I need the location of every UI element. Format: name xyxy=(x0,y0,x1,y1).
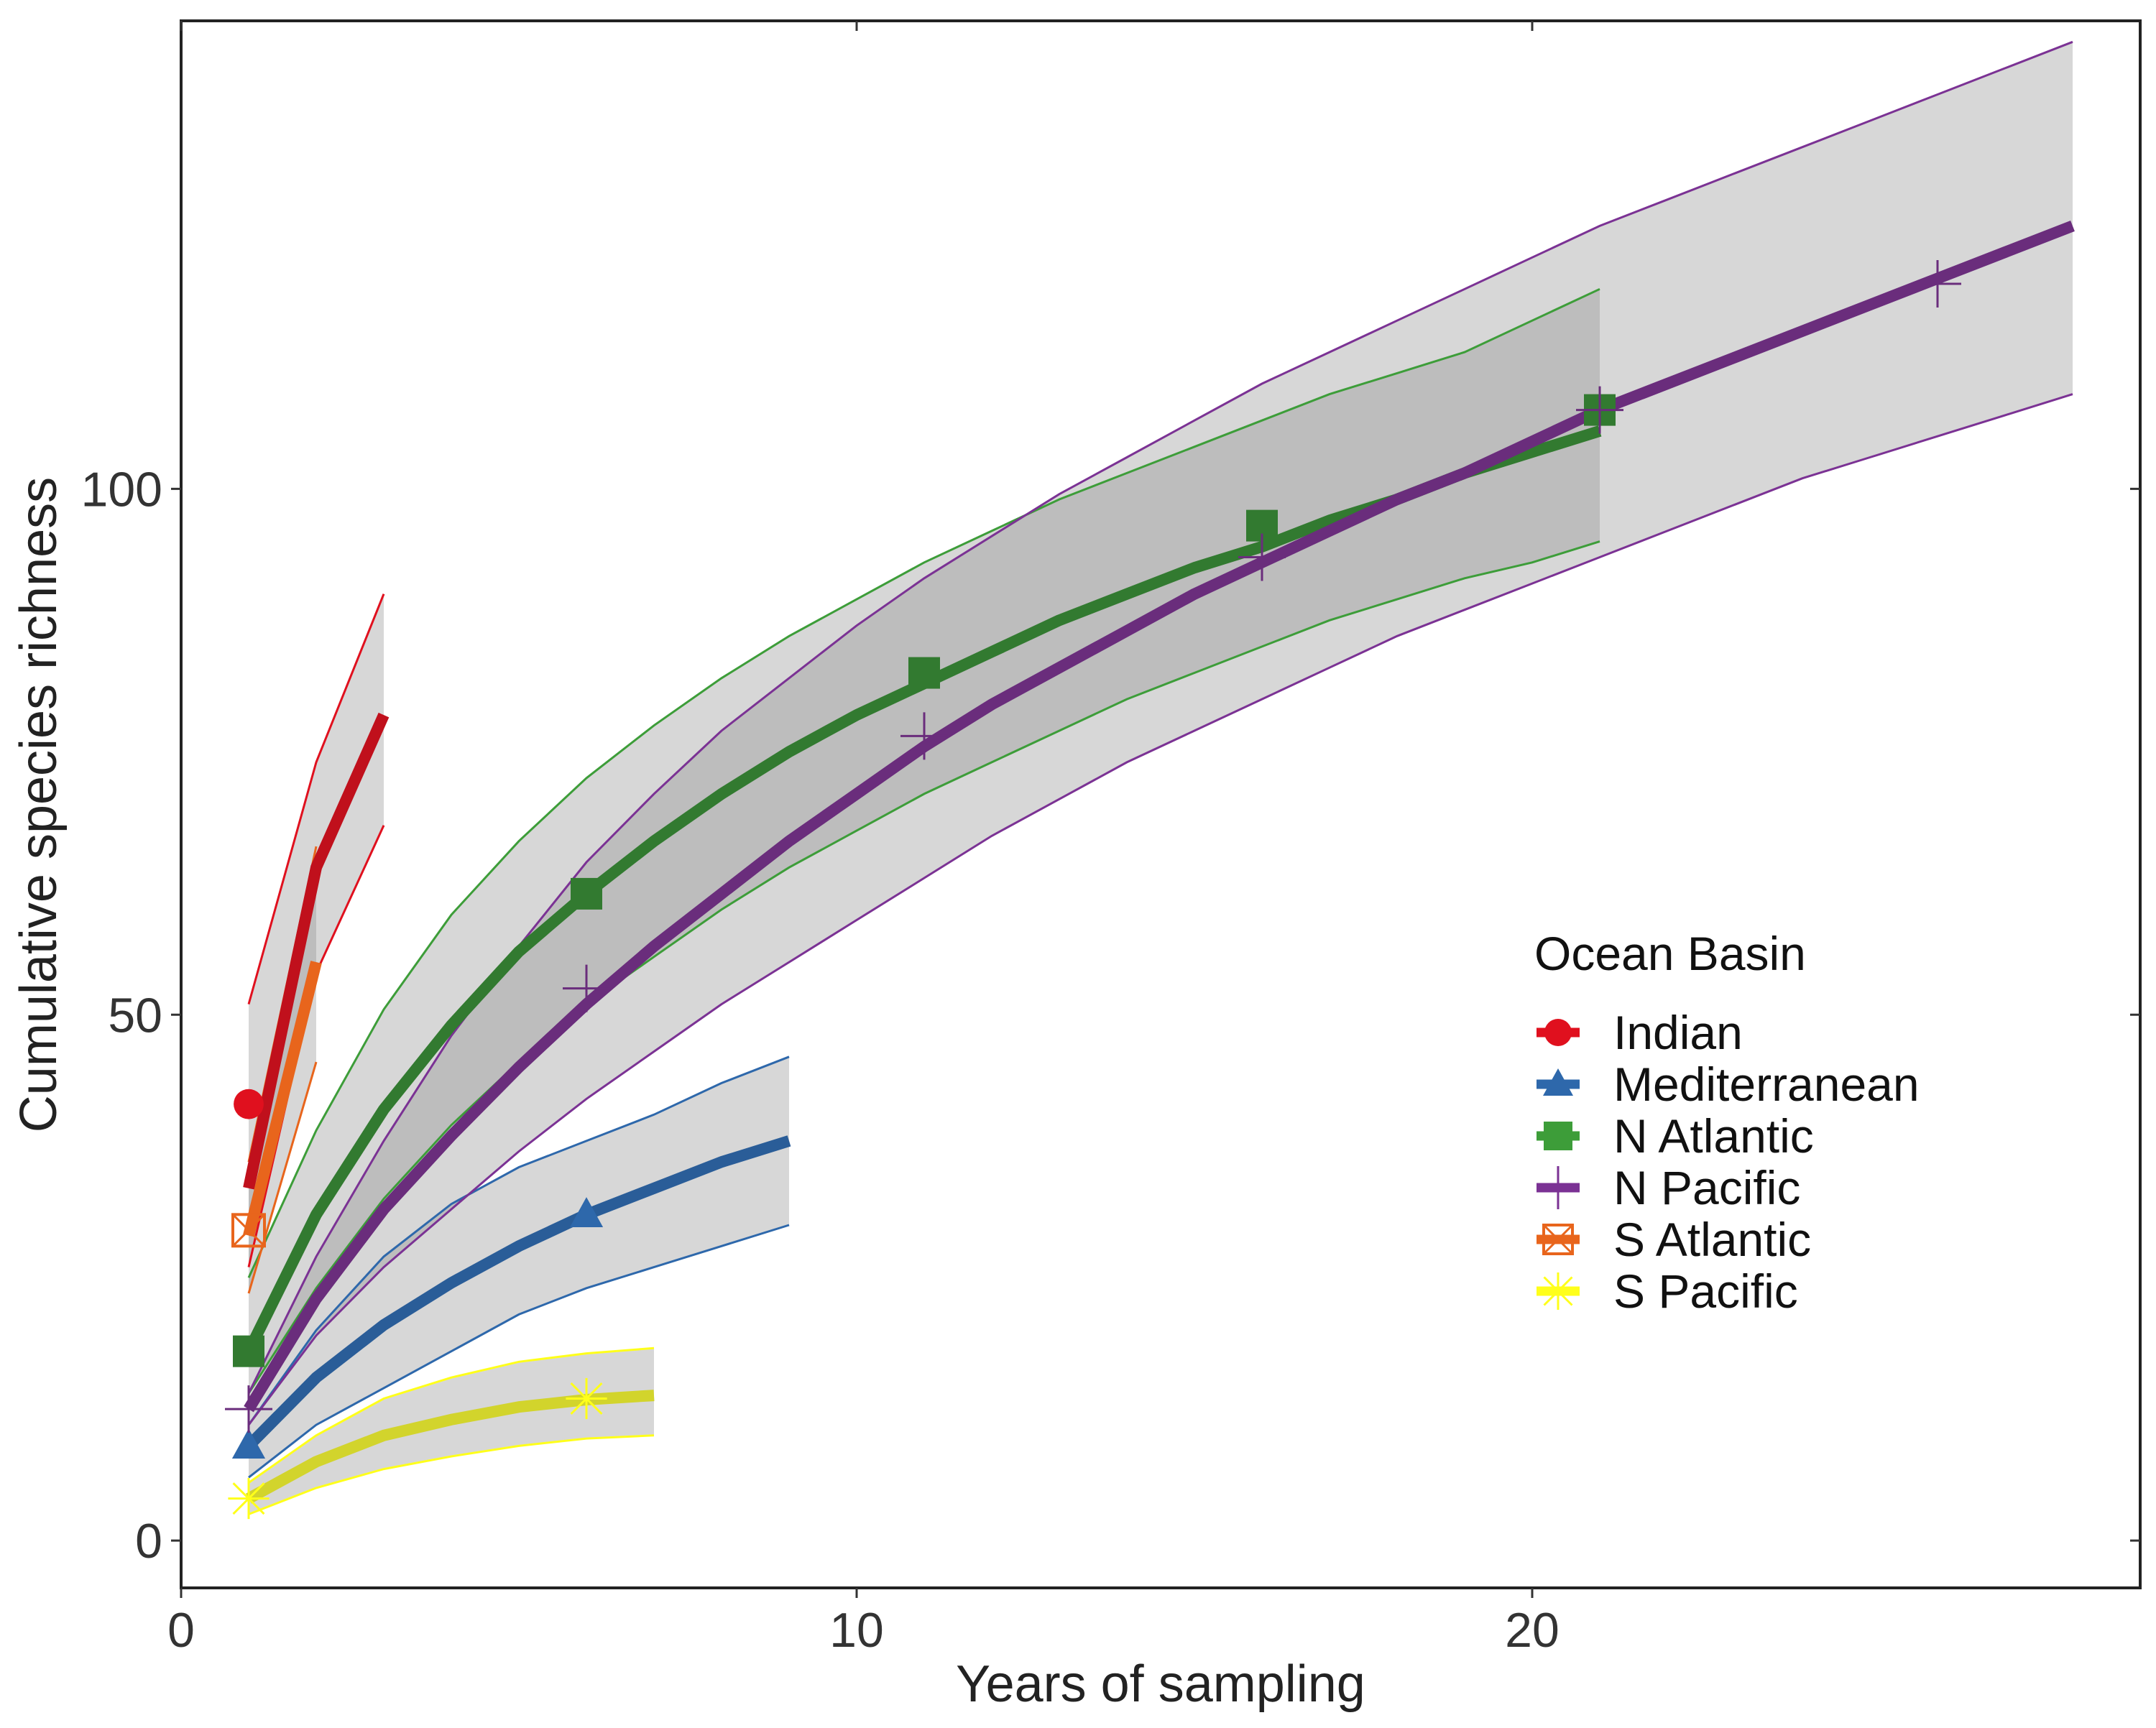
point-indian-0 xyxy=(234,1089,264,1119)
curve-s-atlantic xyxy=(243,961,322,1237)
y-tick-label-50: 50 xyxy=(108,988,162,1043)
curve-mediterranean xyxy=(244,1135,791,1451)
legend-key-marker-s-pacific-ray-3 xyxy=(1543,1276,1573,1306)
ribbon-mediterranean xyxy=(249,1056,789,1478)
observed-points xyxy=(225,259,1961,1520)
point-mediterranean-1 xyxy=(569,1197,604,1227)
legend-key-marker-n-pacific xyxy=(1537,1166,1580,1209)
legend-title: Ocean Basin xyxy=(1534,927,1806,980)
legend-item-mediterranean: Mediterranean xyxy=(1537,1058,1920,1111)
legend-label-indian: Indian xyxy=(1613,1006,1743,1059)
x-tick-label-0: 0 xyxy=(167,1603,195,1658)
ribbon-n-pacific xyxy=(249,42,2073,1426)
legend-label-s-atlantic: S Atlantic xyxy=(1613,1213,1811,1266)
lower-bound-n-pacific xyxy=(247,393,2073,1426)
legend-key-marker-n-atlantic-shape xyxy=(1544,1122,1572,1150)
confidence-bound-lines xyxy=(247,40,2073,1515)
legend-item-indian: Indian xyxy=(1537,1006,1743,1059)
point-s-pacific-0 xyxy=(228,1477,270,1520)
point-n-atlantic-1-shape xyxy=(571,877,602,910)
lower-bound-mediterranean xyxy=(248,1224,790,1479)
point-s-atlantic-0 xyxy=(231,1213,266,1248)
point-s-pacific-1 xyxy=(566,1377,607,1420)
legend-key-marker-mediterranean-shape xyxy=(1543,1068,1573,1096)
lower-bound-n-atlantic xyxy=(247,540,1600,1395)
legend-label-n-atlantic: N Atlantic xyxy=(1613,1109,1814,1163)
legend-key-marker-s-atlantic-d2 xyxy=(1542,1224,1574,1255)
point-mediterranean-1-shape xyxy=(569,1197,604,1227)
y-tick-label-0: 0 xyxy=(135,1514,162,1568)
point-n-pacific-3 xyxy=(1238,533,1286,581)
y-axis-ticks: 0 50 100 xyxy=(81,462,2140,1568)
point-mediterranean-0 xyxy=(231,1428,266,1459)
x-tick-label-10: 10 xyxy=(829,1603,884,1658)
legend-item-s-pacific: S Pacific xyxy=(1537,1265,1798,1318)
point-n-pacific-5 xyxy=(1914,259,1961,308)
point-n-atlantic-0 xyxy=(233,1335,264,1367)
legend-key-marker-s-atlantic-box xyxy=(1542,1224,1574,1255)
point-n-atlantic-0-shape xyxy=(233,1335,264,1367)
plot-panel-border xyxy=(180,19,2142,1589)
point-n-pacific-4 xyxy=(1576,386,1623,434)
legend-label-n-pacific: N Pacific xyxy=(1613,1161,1800,1214)
point-s-atlantic-0-box xyxy=(231,1213,266,1248)
point-n-pacific-0 xyxy=(225,1385,272,1433)
upper-bound-s-pacific xyxy=(248,1346,655,1484)
point-s-pacific-0-ray-3 xyxy=(232,1482,265,1515)
point-n-atlantic-2-shape xyxy=(908,657,940,689)
upper-bound-mediterranean xyxy=(247,1055,790,1426)
legend-key-marker-mediterranean xyxy=(1543,1068,1573,1096)
y-axis-title: Cumulative species richness xyxy=(10,477,68,1132)
point-indian-0-shape xyxy=(234,1089,264,1119)
legend-key-marker-s-pacific xyxy=(1539,1272,1577,1310)
curve-n-pacific xyxy=(244,220,2075,1413)
point-s-atlantic-0-d2 xyxy=(231,1214,266,1247)
point-s-pacific-1-ray-3 xyxy=(570,1382,603,1415)
legend-key-marker-indian-shape xyxy=(1544,1019,1572,1046)
upper-bound-indian xyxy=(247,593,385,1005)
point-n-atlantic-1 xyxy=(571,877,602,910)
lower-bound-s-pacific xyxy=(248,1434,655,1515)
legend-item-n-atlantic: N Atlantic xyxy=(1537,1109,1814,1163)
point-n-pacific-2 xyxy=(900,712,948,760)
lower-bound-s-atlantic xyxy=(247,1061,318,1294)
legend-key-marker-indian xyxy=(1544,1019,1572,1046)
legend-key-marker-n-atlantic xyxy=(1544,1122,1572,1150)
x-axis-ticks: 0 10 20 xyxy=(167,21,1560,1658)
x-axis-title: Years of sampling xyxy=(956,1655,1365,1713)
y-tick-label-100: 100 xyxy=(81,462,162,517)
curve-indian xyxy=(243,712,390,1190)
legend-key-marker-s-atlantic xyxy=(1542,1224,1574,1255)
legend-item-s-atlantic: S Atlantic xyxy=(1537,1213,1811,1266)
ribbon-s-pacific xyxy=(249,1348,654,1515)
legend-label-s-pacific: S Pacific xyxy=(1613,1265,1798,1318)
x-tick-label-20: 20 xyxy=(1505,1603,1560,1658)
legend-label-mediterranean: Mediterranean xyxy=(1613,1058,1920,1111)
legend-item-n-pacific: N Pacific xyxy=(1537,1161,1800,1214)
point-n-atlantic-2 xyxy=(908,657,940,689)
point-n-pacific-1 xyxy=(563,964,610,1012)
point-mediterranean-0-shape xyxy=(231,1428,266,1459)
upper-bound-n-pacific xyxy=(247,40,2073,1394)
upper-bound-n-atlantic xyxy=(247,287,1600,1278)
accumulation-curves xyxy=(243,220,2075,1504)
